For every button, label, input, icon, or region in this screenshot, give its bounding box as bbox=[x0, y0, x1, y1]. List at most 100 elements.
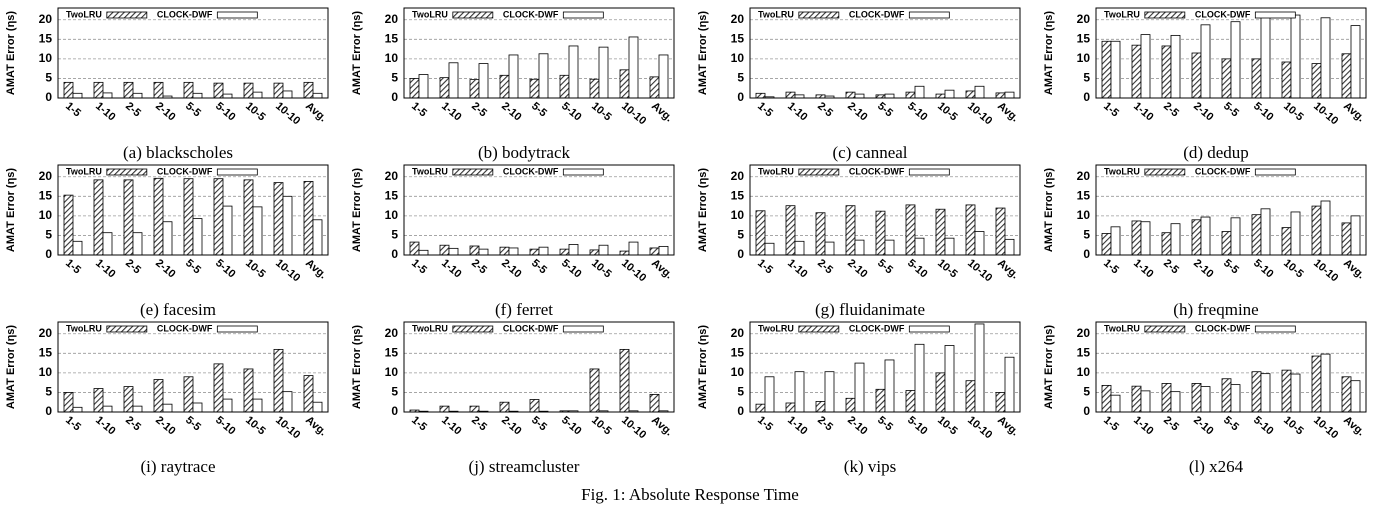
legend-swatch bbox=[1254, 168, 1296, 176]
bar bbox=[1170, 223, 1181, 256]
bar bbox=[72, 92, 83, 99]
y-tick-label: 15 bbox=[385, 188, 399, 202]
x-tick-label: 2-5 bbox=[469, 257, 489, 276]
bar bbox=[1161, 232, 1172, 256]
legend-swatch bbox=[106, 325, 148, 333]
bar bbox=[93, 179, 104, 256]
bar bbox=[1191, 219, 1202, 256]
bar bbox=[794, 371, 805, 413]
legend-label: TwoLRU bbox=[758, 323, 794, 333]
x-tick-label: 2-5 bbox=[469, 414, 489, 433]
subplot-caption: (l) x264 bbox=[1189, 457, 1244, 476]
bar bbox=[282, 391, 293, 413]
legend-label: TwoLRU bbox=[1104, 323, 1140, 333]
legend-swatch bbox=[562, 11, 604, 19]
y-axis-label: AMAT Error (ηs) bbox=[1043, 168, 1055, 252]
bar bbox=[63, 81, 74, 99]
bar bbox=[1170, 34, 1181, 99]
bar bbox=[598, 46, 609, 99]
legend-swatch bbox=[908, 11, 950, 19]
y-tick-label: 10 bbox=[39, 365, 53, 379]
x-tick-label: 2-5 bbox=[469, 100, 489, 119]
bar bbox=[1260, 208, 1271, 256]
x-tick-label: 5-10 bbox=[1251, 257, 1276, 280]
x-tick-label: 1-5 bbox=[1101, 257, 1121, 276]
bar bbox=[252, 398, 263, 413]
bar bbox=[995, 92, 1006, 99]
plot-frame bbox=[749, 164, 1021, 256]
bar bbox=[935, 208, 946, 256]
bar bbox=[974, 231, 985, 256]
legend-label: TwoLRU bbox=[66, 9, 102, 19]
x-tick-label: Avg. bbox=[649, 257, 675, 281]
bar bbox=[1110, 394, 1121, 413]
legend-swatch bbox=[1144, 325, 1186, 333]
x-tick-label: 2-10 bbox=[499, 257, 524, 280]
bar bbox=[794, 240, 805, 256]
y-tick-label: 0 bbox=[737, 247, 744, 261]
bar bbox=[1161, 383, 1172, 413]
legend-swatch bbox=[798, 168, 840, 176]
bar bbox=[1200, 24, 1211, 99]
bar bbox=[1320, 353, 1331, 413]
y-tick-label: 20 bbox=[1077, 12, 1091, 26]
subplot-caption: (a) blackscholes bbox=[123, 143, 233, 162]
y-tick-label: 5 bbox=[391, 71, 398, 85]
bar bbox=[764, 376, 775, 413]
y-tick-label: 5 bbox=[45, 71, 52, 85]
y-tick-label: 5 bbox=[45, 228, 52, 242]
bar bbox=[568, 45, 579, 99]
bar bbox=[1290, 373, 1301, 413]
legend-label: CLOCK-DWF bbox=[503, 323, 559, 333]
bar bbox=[995, 207, 1006, 256]
y-tick-label: 5 bbox=[737, 228, 744, 242]
bar bbox=[974, 85, 985, 99]
x-tick-label: 1-10 bbox=[785, 100, 810, 123]
y-axis-label: AMAT Error (ηs) bbox=[697, 168, 709, 252]
bar bbox=[1251, 371, 1262, 413]
bar bbox=[935, 93, 946, 99]
legend-swatch bbox=[908, 325, 950, 333]
y-tick-label: 15 bbox=[385, 31, 399, 45]
bar bbox=[619, 348, 630, 413]
bar bbox=[559, 74, 570, 99]
y-tick-label: 0 bbox=[737, 90, 744, 104]
bar bbox=[755, 92, 766, 99]
x-tick-label: 2-5 bbox=[1161, 414, 1181, 433]
y-tick-label: 20 bbox=[731, 169, 745, 183]
legend-label: CLOCK-DWF bbox=[157, 166, 213, 176]
x-tick-label: 5-10 bbox=[905, 414, 930, 437]
x-tick-label: 2-10 bbox=[153, 257, 178, 280]
y-tick-label: 0 bbox=[45, 90, 52, 104]
x-tick-label: 10-10 bbox=[965, 100, 994, 127]
y-tick-label: 0 bbox=[1083, 404, 1090, 418]
legend-swatch bbox=[1144, 168, 1186, 176]
y-tick-label: 5 bbox=[391, 385, 398, 399]
bar bbox=[123, 179, 134, 256]
bar bbox=[1110, 40, 1121, 99]
y-tick-label: 15 bbox=[731, 345, 745, 359]
y-tick-label: 20 bbox=[385, 326, 399, 340]
x-tick-label: Avg. bbox=[649, 100, 675, 124]
x-tick-label: 2-10 bbox=[499, 100, 524, 123]
legend-label: CLOCK-DWF bbox=[157, 323, 213, 333]
x-tick-label: 5-10 bbox=[559, 257, 584, 280]
x-tick-label: 10-10 bbox=[1311, 414, 1340, 441]
bar bbox=[243, 368, 254, 413]
x-tick-label: 1-10 bbox=[439, 100, 464, 123]
bar bbox=[559, 248, 570, 256]
subplot-caption: (e) facesim bbox=[140, 300, 216, 319]
x-tick-label: 5-5 bbox=[875, 257, 895, 276]
bar bbox=[568, 244, 579, 256]
legend-label: TwoLRU bbox=[66, 166, 102, 176]
x-tick-label: 1-10 bbox=[1131, 100, 1156, 123]
legend-label: CLOCK-DWF bbox=[1195, 323, 1251, 333]
bar bbox=[538, 53, 549, 99]
x-tick-label: 1-10 bbox=[1131, 257, 1156, 280]
bar bbox=[965, 380, 976, 413]
bar bbox=[409, 78, 420, 99]
bar bbox=[102, 405, 113, 413]
x-tick-label: 2-5 bbox=[815, 257, 835, 276]
bar bbox=[1004, 356, 1015, 413]
y-tick-label: 15 bbox=[39, 345, 53, 359]
